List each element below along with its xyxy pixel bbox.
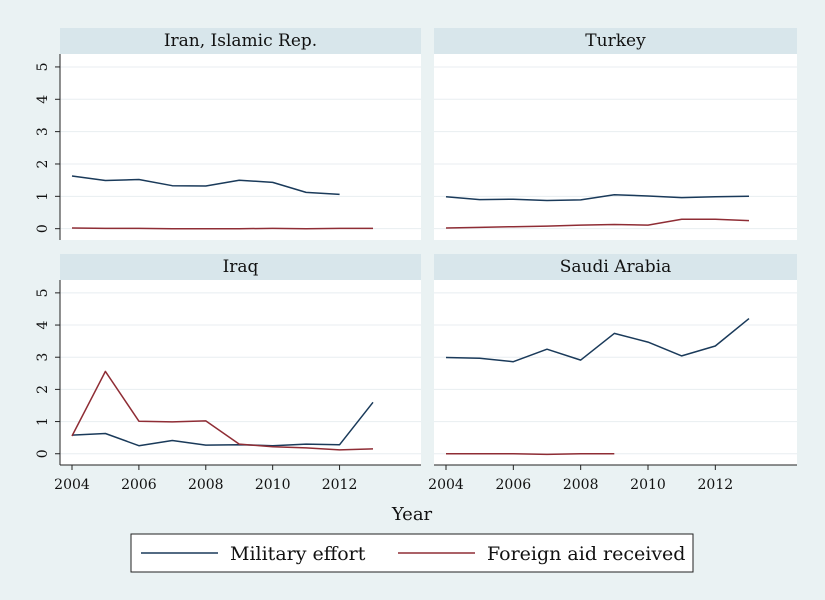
plot-area [434, 280, 797, 465]
y-tick-label: 3 [35, 353, 51, 362]
plot-area [60, 280, 421, 465]
panel-title-strip [434, 254, 797, 280]
x-tick-labels-right: 2004 2006 2008 2010 2012 [428, 477, 733, 493]
series-line-military-effort [71, 401, 374, 447]
y-tick-label: 4 [35, 321, 51, 330]
series-line-foreign-aid [446, 452, 615, 456]
panel-title: Iraq [223, 257, 259, 277]
series-line-military-effort [445, 318, 750, 363]
y-tick-labels-bottom: 0 1 2 3 4 5 [35, 288, 51, 458]
x-axis-label: Year [391, 504, 433, 525]
x-tick-label: 2004 [54, 477, 90, 493]
legend-label-aid: Foreign aid received [487, 543, 685, 565]
panel-title-strip [60, 254, 421, 280]
y-tick-label: 2 [35, 385, 51, 394]
x-tick-label: 2004 [428, 477, 464, 493]
y-tick-label: 5 [35, 62, 51, 71]
y-tick-label: 3 [35, 127, 51, 136]
x-tick-label: 2010 [630, 477, 666, 493]
series-line-foreign-aid [445, 218, 750, 229]
x-tick-labels-left: 2004 2006 2008 2010 2012 [54, 477, 357, 493]
y-tick-label: 2 [35, 160, 51, 169]
panel-title-strip [60, 28, 421, 54]
y-tick-label: 1 [35, 417, 51, 426]
panel-turkey: Turkey [434, 28, 797, 240]
panel-title-strip [434, 28, 797, 54]
y-tick-label: 0 [35, 449, 51, 458]
series-line-military-effort [445, 193, 750, 202]
legend-label-military: Military effort [230, 543, 366, 565]
x-tick-label: 2008 [563, 477, 599, 493]
y-tick-label: 4 [35, 95, 51, 104]
plot-area [434, 54, 797, 240]
panel-title: Iran, Islamic Rep. [164, 31, 317, 51]
plot-area [60, 54, 421, 240]
x-tick-label: 2006 [121, 477, 157, 493]
x-tick-label: 2012 [698, 477, 734, 493]
panel-title: Saudi Arabia [560, 257, 671, 277]
series-line-foreign-aid [71, 370, 374, 451]
legend: Military effort Foreign aid received [130, 533, 694, 573]
panel-title: Turkey [585, 31, 646, 51]
y-tick-label: 5 [35, 288, 51, 297]
y-tick-label: 0 [35, 224, 51, 233]
x-tick-label: 2010 [255, 477, 291, 493]
series-line-foreign-aid [71, 227, 373, 230]
x-tick-label: 2006 [496, 477, 532, 493]
x-tick-label: 2012 [322, 477, 358, 493]
panel-iraq: Iraq [55, 254, 421, 470]
y-tick-label: 1 [35, 192, 51, 201]
x-tick-label: 2008 [188, 477, 224, 493]
series-line-military-effort [71, 175, 340, 196]
y-tick-labels-top: 0 1 2 3 4 5 [35, 62, 51, 233]
panel-iran: Iran, Islamic Rep. [55, 28, 421, 240]
panel-saudi-arabia: Saudi Arabia [434, 254, 797, 470]
